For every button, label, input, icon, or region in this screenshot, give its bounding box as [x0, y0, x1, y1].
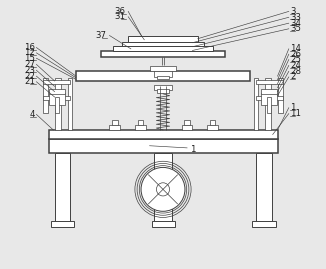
- Circle shape: [141, 167, 185, 211]
- Bar: [156, 89, 170, 93]
- Bar: [112, 120, 117, 125]
- Bar: [252, 221, 276, 227]
- Bar: [55, 78, 61, 130]
- Circle shape: [156, 183, 170, 196]
- Bar: [68, 78, 72, 130]
- Text: 21: 21: [24, 77, 35, 86]
- Bar: [43, 80, 70, 84]
- Bar: [261, 89, 277, 94]
- Bar: [156, 76, 170, 79]
- Text: 27: 27: [24, 60, 35, 69]
- Text: 37: 37: [96, 31, 107, 40]
- Text: 31: 31: [114, 12, 126, 21]
- Bar: [128, 36, 198, 42]
- Bar: [155, 153, 172, 221]
- Text: 34: 34: [290, 19, 301, 28]
- Bar: [135, 125, 146, 130]
- Bar: [267, 97, 271, 113]
- Bar: [101, 51, 225, 57]
- Bar: [256, 80, 283, 84]
- Text: 15: 15: [24, 54, 35, 63]
- Bar: [43, 78, 49, 113]
- Bar: [154, 85, 172, 90]
- Bar: [256, 153, 272, 221]
- Bar: [43, 97, 70, 100]
- Bar: [150, 66, 176, 71]
- Bar: [185, 120, 190, 125]
- Text: 16: 16: [24, 43, 35, 52]
- Bar: [113, 46, 213, 51]
- Bar: [49, 139, 278, 153]
- Bar: [210, 120, 215, 125]
- Text: 25: 25: [290, 55, 301, 64]
- Bar: [49, 93, 65, 105]
- Text: 26: 26: [290, 50, 301, 59]
- Bar: [261, 93, 277, 105]
- Bar: [277, 78, 283, 113]
- Bar: [138, 120, 143, 125]
- Text: 14: 14: [290, 44, 301, 53]
- Bar: [49, 89, 65, 94]
- Bar: [110, 125, 120, 130]
- Text: 2: 2: [290, 72, 296, 82]
- Bar: [55, 153, 70, 221]
- Bar: [207, 125, 218, 130]
- Bar: [256, 97, 283, 100]
- Bar: [122, 42, 204, 46]
- Text: 1: 1: [290, 103, 296, 112]
- Bar: [254, 78, 258, 130]
- Text: 4: 4: [30, 110, 35, 119]
- Text: 3: 3: [290, 7, 296, 16]
- Bar: [154, 71, 172, 77]
- Bar: [76, 71, 250, 81]
- Text: 11: 11: [290, 109, 301, 118]
- Bar: [49, 130, 278, 139]
- Text: 1: 1: [190, 145, 195, 154]
- Bar: [51, 221, 74, 227]
- Bar: [265, 78, 271, 130]
- Bar: [152, 221, 174, 227]
- Text: 36: 36: [114, 7, 126, 16]
- Text: 12: 12: [24, 48, 35, 57]
- Bar: [182, 125, 192, 130]
- Text: 33: 33: [290, 13, 301, 22]
- Text: 24: 24: [290, 61, 301, 70]
- Text: 22: 22: [24, 72, 35, 81]
- Text: 28: 28: [290, 67, 301, 76]
- Text: 35: 35: [290, 24, 301, 33]
- Text: 23: 23: [24, 66, 35, 75]
- Bar: [55, 97, 59, 113]
